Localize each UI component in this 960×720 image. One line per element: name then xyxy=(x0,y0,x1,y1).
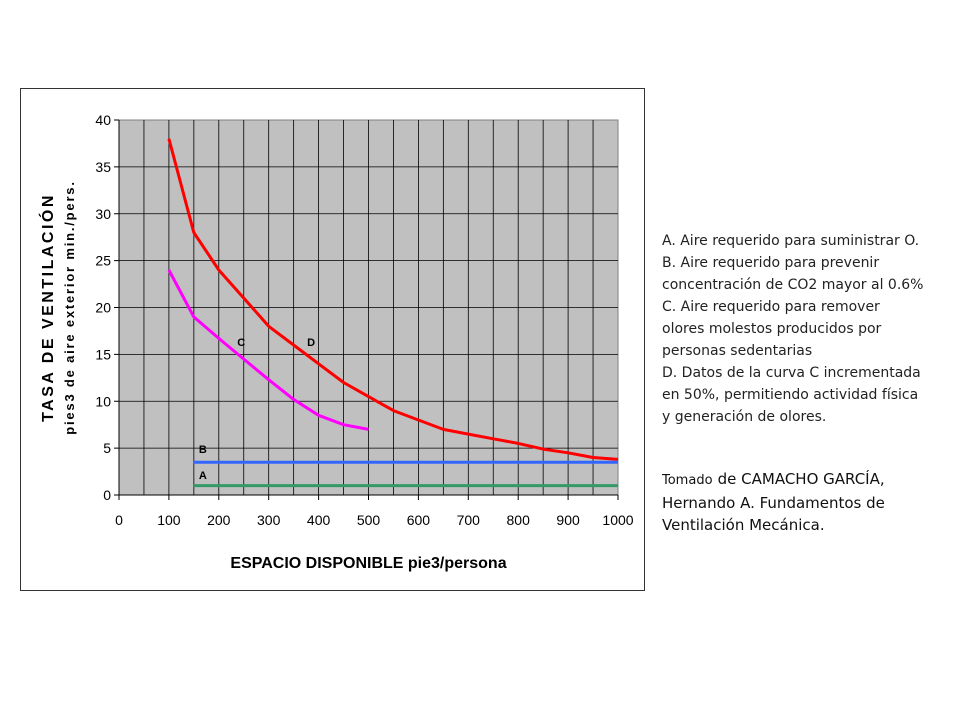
note-line-4: olores molestos producidos por xyxy=(662,321,882,337)
note-line-8: y generación de olores. xyxy=(662,409,827,425)
note-line-7: en 50%, permitiendo actividad física xyxy=(662,387,919,403)
y-tick-label: 10 xyxy=(95,393,111,409)
source-prefix: Tomado xyxy=(662,473,713,488)
note-line-3: C. Aire requerido para remover xyxy=(662,299,880,315)
series-line-C xyxy=(167,269,369,431)
y-tick-label: 40 xyxy=(95,112,111,128)
series-line-D xyxy=(167,138,619,461)
x-tick-label: 100 xyxy=(157,512,181,528)
note-line-5: personas sedentarias xyxy=(662,343,813,359)
source-citation: Tomado de CAMACHO GARCÍA, Hernando A. Fu… xyxy=(662,468,957,536)
x-axis-label: ESPACIO DISPONIBLE pie3/persona xyxy=(230,555,506,572)
y-tick-label: 30 xyxy=(95,206,111,222)
note-line-6: D. Datos de la curva C incrementada xyxy=(662,365,921,381)
x-tick-label: 900 xyxy=(556,512,580,528)
x-tick-label: 500 xyxy=(357,512,381,528)
x-tick-label: 700 xyxy=(457,512,481,528)
curve-label-B: B xyxy=(199,444,207,456)
y-tick-label: 0 xyxy=(103,487,111,503)
y-tick-label: 20 xyxy=(95,300,111,316)
x-tick-label: 0 xyxy=(115,512,123,528)
x-tick-label: 1000 xyxy=(602,512,633,528)
x-tick-label: 800 xyxy=(507,512,531,528)
chart-frame: 0 5 10 15 20 25 30 35 40 0 100 200 300 400 500 600 700 80… xyxy=(20,88,645,591)
curve-label-A: A xyxy=(199,470,207,482)
y-tick-label: 5 xyxy=(103,440,111,456)
y-tick-label: 25 xyxy=(95,253,111,269)
curve-label-C: C xyxy=(237,337,245,349)
y-axis-label: TASA DE VENTILACIÓN xyxy=(38,193,57,422)
x-tick-label: 300 xyxy=(257,512,281,528)
curve-label-D: D xyxy=(307,337,315,349)
x-tick-label: 400 xyxy=(307,512,331,528)
x-tick-label: 600 xyxy=(407,512,431,528)
y-tick-label: 15 xyxy=(95,346,111,362)
legend-notes: A. Aire requerido para suministrar O. B.… xyxy=(662,230,952,428)
note-line-1: B. Aire requerido para prevenir xyxy=(662,255,880,271)
y-tick-label: 35 xyxy=(95,159,111,175)
note-line-0: A. Aire requerido para suministrar O. xyxy=(662,233,920,249)
note-line-2: concentración de CO2 mayor al 0.6% xyxy=(662,277,924,293)
source-text: de CAMACHO GARCÍA, Hernando A. Fundament… xyxy=(662,470,885,534)
y-axis-sublabel: pies3 de aire exterior min./pers. xyxy=(62,180,77,435)
x-tick-label: 200 xyxy=(207,512,231,528)
